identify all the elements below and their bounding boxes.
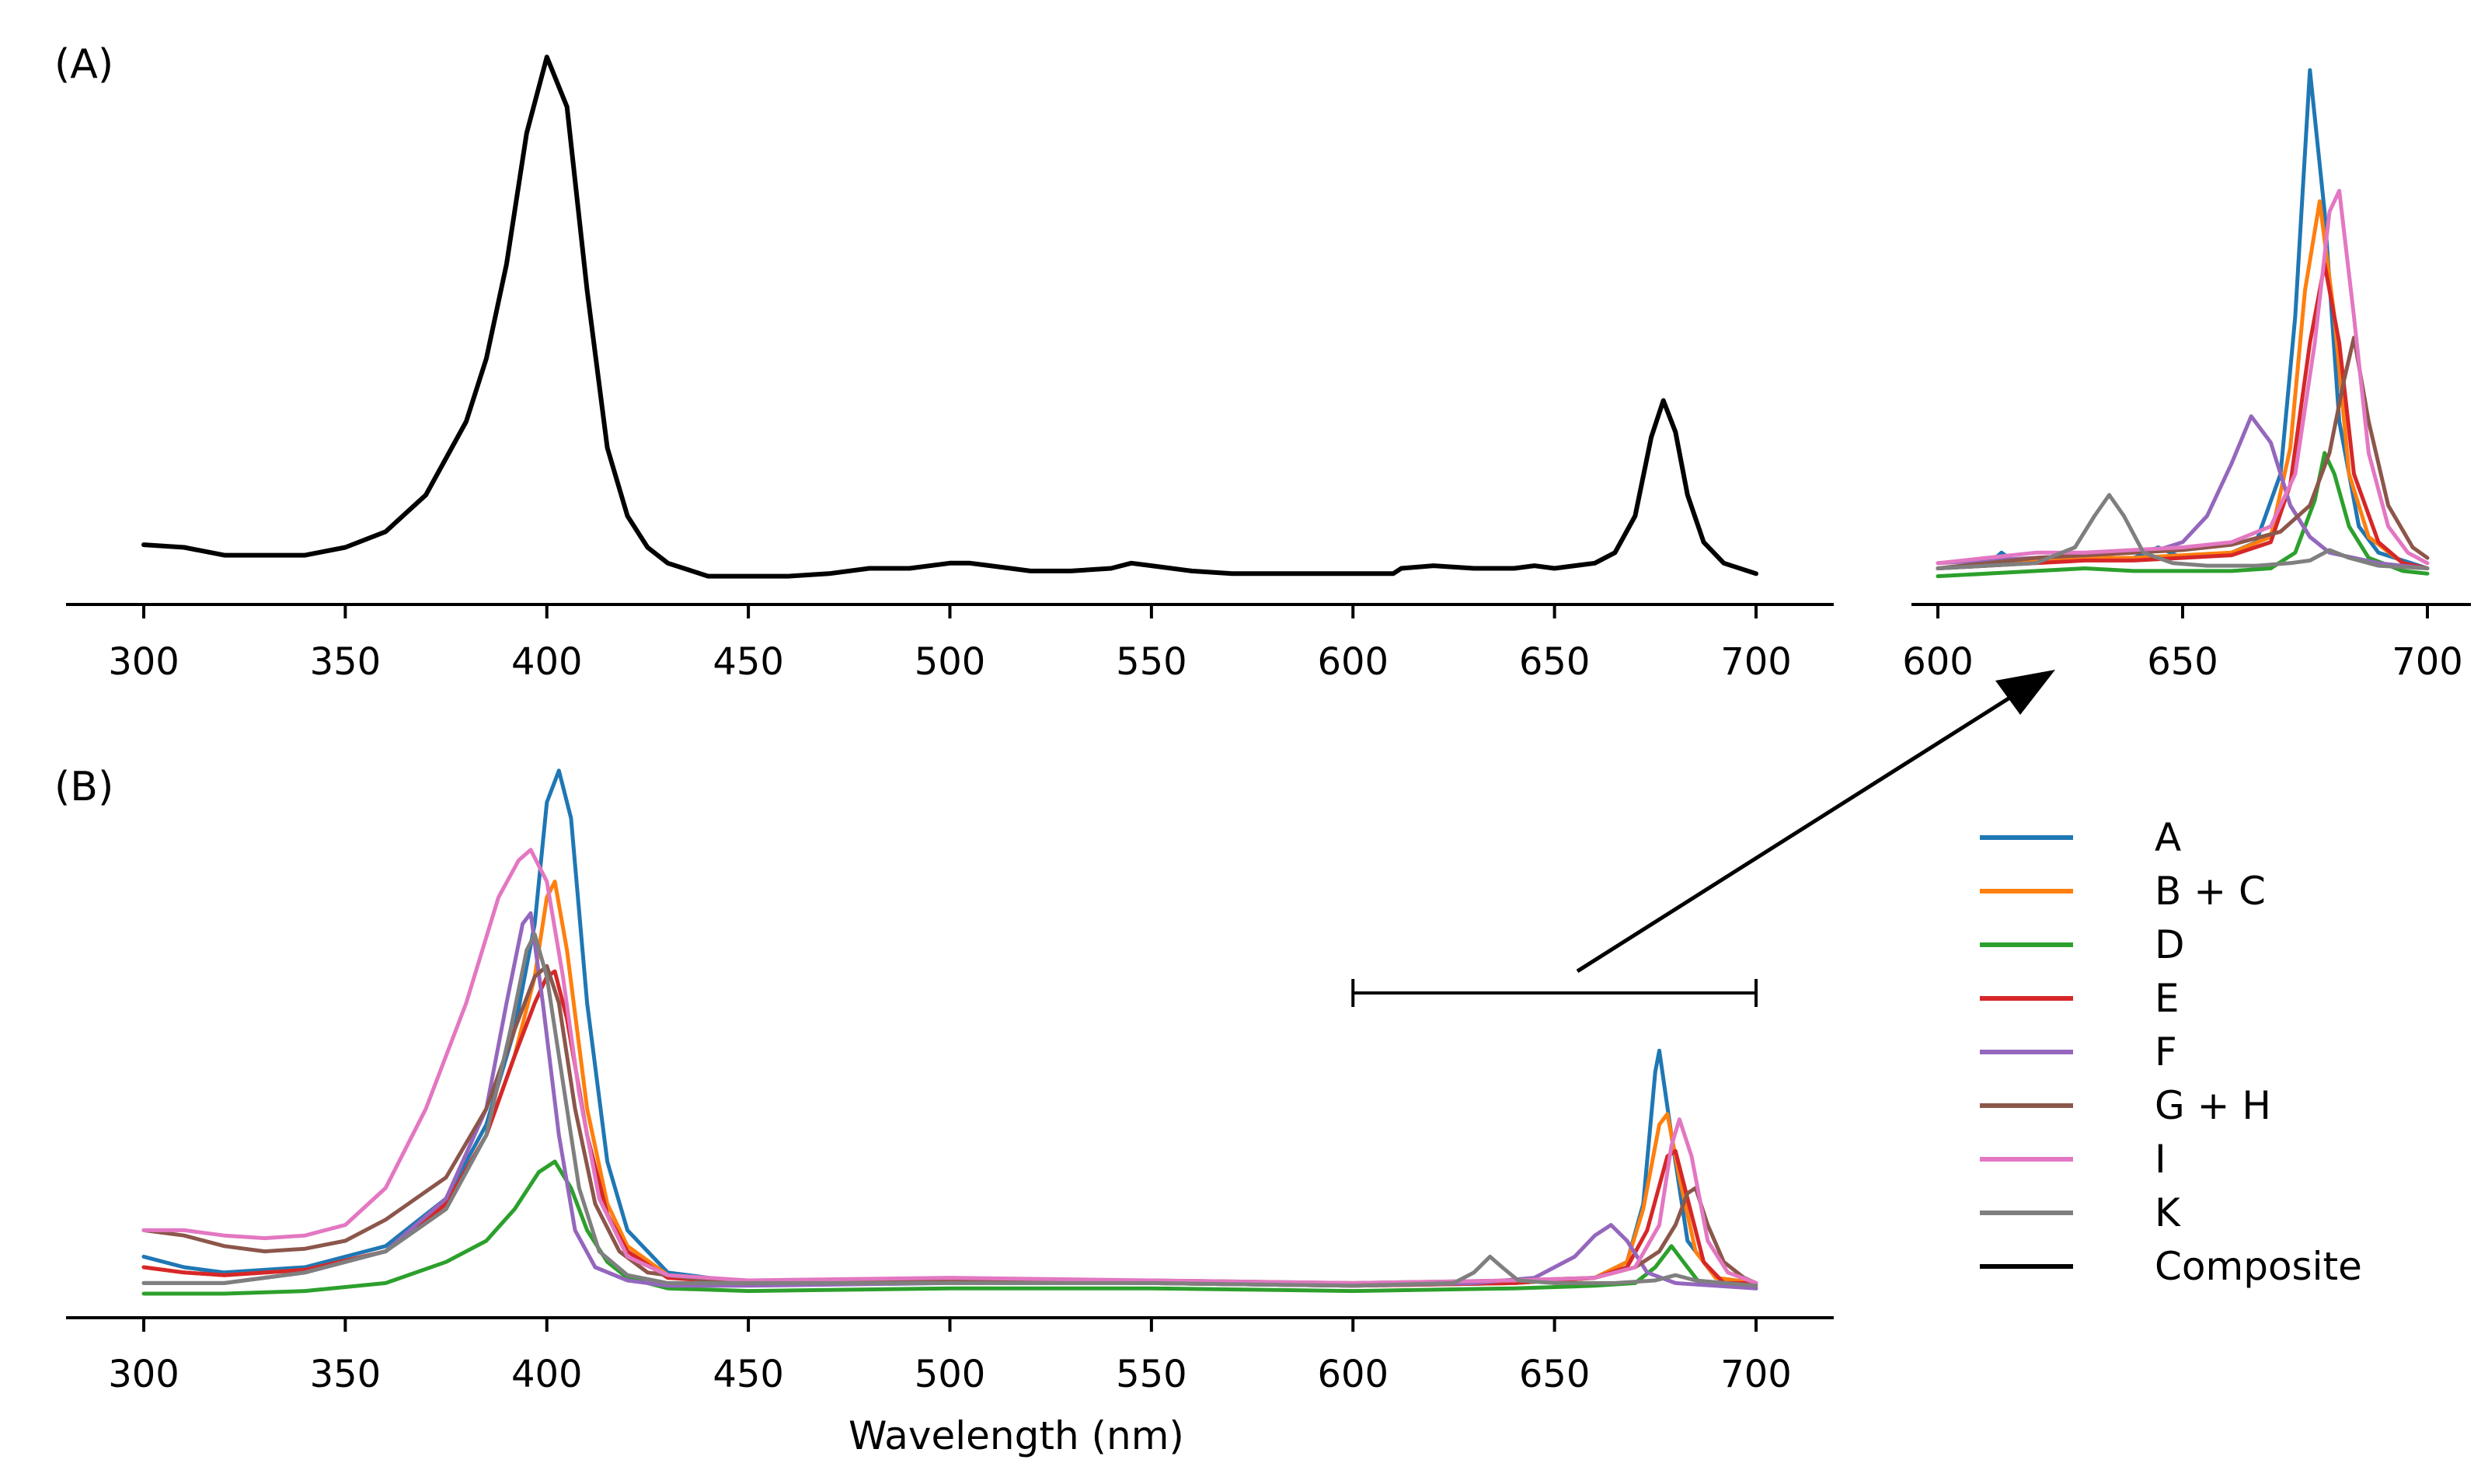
zoom-arrow-shaft: [1576, 681, 2033, 974]
inset-series-b-c: [1936, 199, 2430, 570]
inset-series-d: [1936, 451, 2430, 579]
panel-a-label: (A): [54, 41, 113, 88]
panel-a-tick-label: 700: [1720, 640, 1792, 684]
panel-b-label: (B): [54, 764, 113, 810]
x-axis-title: Wavelength (nm): [848, 1413, 1184, 1458]
panel-b-series-e: [141, 969, 1758, 1288]
zoom-arrow: [1576, 670, 2055, 974]
inset-series-g-h: [1936, 336, 2430, 570]
panel-b-series-f: [141, 911, 1758, 1291]
panel-a-tick-label: 550: [1116, 640, 1187, 684]
panel-a-tick-label: 600: [1317, 640, 1389, 684]
legend-item: K: [1980, 1190, 2181, 1235]
zoom-arrow-head: [1995, 670, 2055, 715]
panel-a-tick-label: 400: [511, 640, 583, 684]
panel-a-tick-label: 500: [915, 640, 986, 684]
legend-label: Composite: [2155, 1244, 2362, 1289]
legend-label: I: [2155, 1137, 2166, 1182]
legend-item: B + C: [1980, 869, 2266, 914]
range-marker: [1351, 979, 1758, 1007]
legend-label: D: [2155, 922, 2185, 967]
panel-b-tick-label: 500: [915, 1353, 986, 1396]
legend-item: E: [1980, 976, 2180, 1021]
legend-item: D: [1980, 922, 2185, 967]
legend-label: A: [2155, 815, 2181, 860]
panel-a-tick-label: 300: [108, 640, 179, 684]
panel-b-tick-label: 350: [310, 1353, 382, 1396]
panel-a-series: [141, 54, 1758, 579]
panel-b-tick-label: 300: [108, 1353, 179, 1396]
inset-chart: 600 650 700: [1902, 68, 2471, 684]
panel-b-series-a: [141, 768, 1758, 1288]
panel-b-tick-label: 550: [1116, 1353, 1187, 1396]
legend-label: B + C: [2155, 869, 2266, 914]
inset-ticks: 600 650 700: [1902, 604, 2463, 684]
panel-a-series-composite: [141, 54, 1758, 579]
inset-series-k: [1936, 493, 2430, 570]
legend-item: I: [1980, 1137, 2166, 1182]
panel-a-tick-label: 450: [713, 640, 784, 684]
inset-series: [1936, 68, 2430, 579]
legend-item: G + H: [1980, 1083, 2271, 1128]
legend-label: K: [2155, 1190, 2181, 1235]
panel-a-ticks: 300 350 400 450 500 550 600 650 700: [108, 604, 1792, 684]
panel-a-tick-label: 650: [1519, 640, 1591, 684]
inset-series-i: [1936, 189, 2430, 566]
panel-b-tick-label: 700: [1720, 1353, 1792, 1396]
legend-item: F: [1980, 1029, 2177, 1075]
panel-b-series-g-h: [141, 963, 1758, 1285]
panel-b-tick-label: 400: [511, 1353, 583, 1396]
panel-b-tick-label: 600: [1317, 1353, 1389, 1396]
panel-b-ticks: 300 350 400 450 500 550 600 650 700: [108, 1318, 1792, 1396]
panel-b-tick-label: 650: [1519, 1353, 1591, 1396]
panel-b-series-d: [141, 1159, 1758, 1296]
panel-b-series-b-c: [141, 880, 1758, 1288]
legend-label: E: [2155, 976, 2180, 1021]
legend-label: F: [2155, 1029, 2177, 1075]
panel-a-chart: (A) 300 350 400 450 500 550 600 650 700: [54, 41, 1834, 684]
panel-b-series: [141, 768, 1758, 1296]
panel-b-chart: (B) 300 350 400 450 500 550 600 650 700 Waveleng…: [54, 670, 2055, 1458]
panel-b-series-i: [141, 848, 1758, 1285]
inset-tick-label: 700: [2392, 640, 2463, 684]
legend-label: G + H: [2155, 1083, 2271, 1128]
inset-tick-label: 600: [1902, 640, 1974, 684]
legend-item: A: [1980, 815, 2181, 860]
panel-b-tick-label: 450: [713, 1353, 784, 1396]
panel-a-tick-label: 350: [310, 640, 382, 684]
inset-series-e: [1936, 262, 2430, 570]
panel-b-series-k: [141, 932, 1758, 1288]
legend: A B + C DEF G + H IK Composite: [1980, 815, 2362, 1289]
legend-item: Composite: [1980, 1244, 2362, 1289]
inset-tick-label: 650: [2147, 640, 2218, 684]
